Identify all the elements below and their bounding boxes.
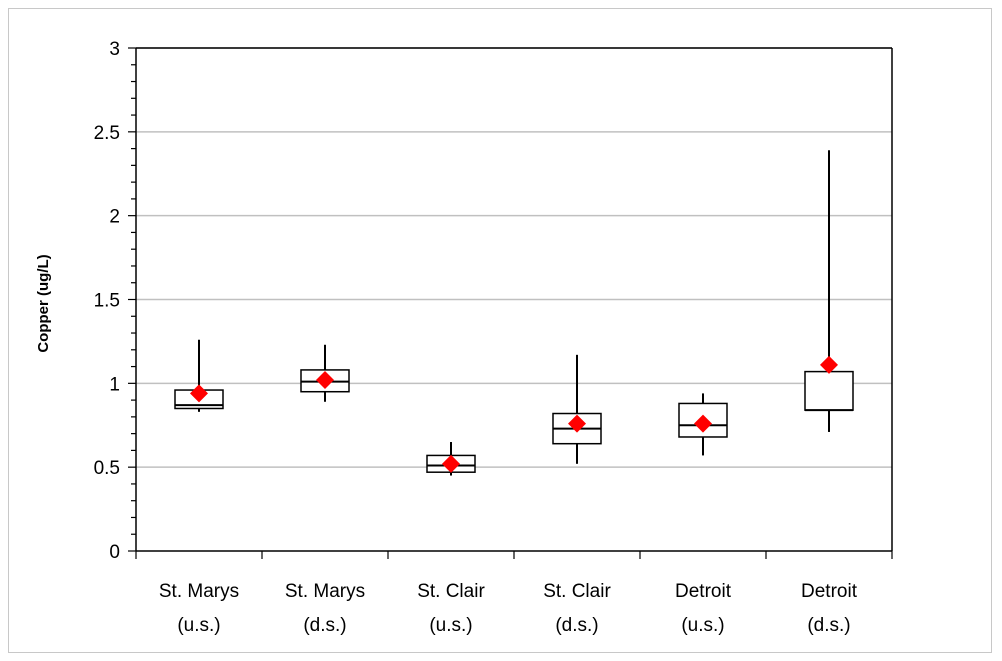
y-tick-label: 0	[109, 542, 120, 563]
x-category-label-line2: (u.s.)	[681, 615, 724, 636]
y-axis-title: Copper (ug/L)	[35, 254, 52, 352]
y-tick-label: 0.5	[94, 458, 120, 479]
mean-marker	[442, 454, 460, 473]
box-iqr	[804, 370, 854, 411]
y-tick-label: 2	[109, 207, 120, 228]
x-category-label-line2: (d.s.)	[555, 615, 598, 636]
x-category-label-line1: St. Clair	[417, 581, 485, 602]
gridlines	[136, 47, 892, 468]
x-category-label-line1: St. Marys	[159, 581, 239, 602]
mean-marker	[316, 370, 334, 389]
mean-marker	[190, 384, 208, 403]
mean-marker	[694, 414, 712, 433]
y-tick-label: 2.5	[94, 123, 120, 144]
axes	[128, 47, 893, 559]
box-series	[174, 150, 854, 476]
axis-labels: 0 0.5 1 1.5 2 2.5 3 St. Marys (u.s.) St. Marys (d.…	[94, 39, 858, 636]
y-tick-label: 3	[109, 39, 120, 60]
mean-marker	[568, 414, 586, 433]
x-category-label-line2: (u.s.)	[429, 615, 472, 636]
x-category-label-line1: St. Marys	[285, 581, 365, 602]
y-tick-label: 1	[109, 374, 120, 395]
x-category-label-line2: (u.s.)	[177, 615, 220, 636]
x-category-label-line2: (d.s.)	[303, 615, 346, 636]
x-category-label-line1: Detroit	[801, 581, 858, 602]
x-category-label-line1: Detroit	[675, 581, 732, 602]
x-category-label-line2: (d.s.)	[807, 615, 850, 636]
y-tick-label: 1.5	[94, 291, 120, 312]
x-category-label-line1: St. Clair	[543, 581, 611, 602]
mean-marker	[820, 355, 838, 374]
